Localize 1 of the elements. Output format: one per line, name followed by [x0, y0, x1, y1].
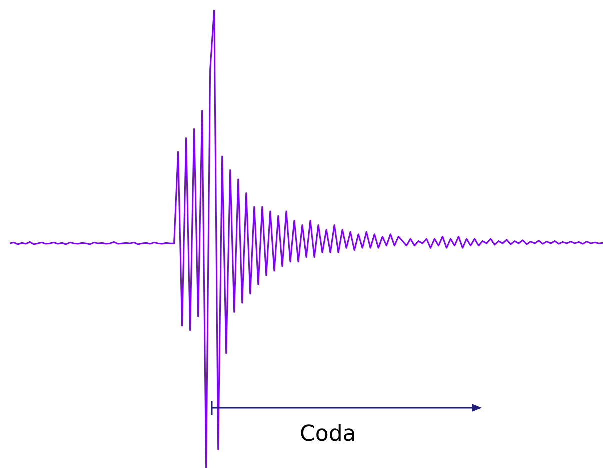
annotation: Coda	[300, 422, 356, 447]
